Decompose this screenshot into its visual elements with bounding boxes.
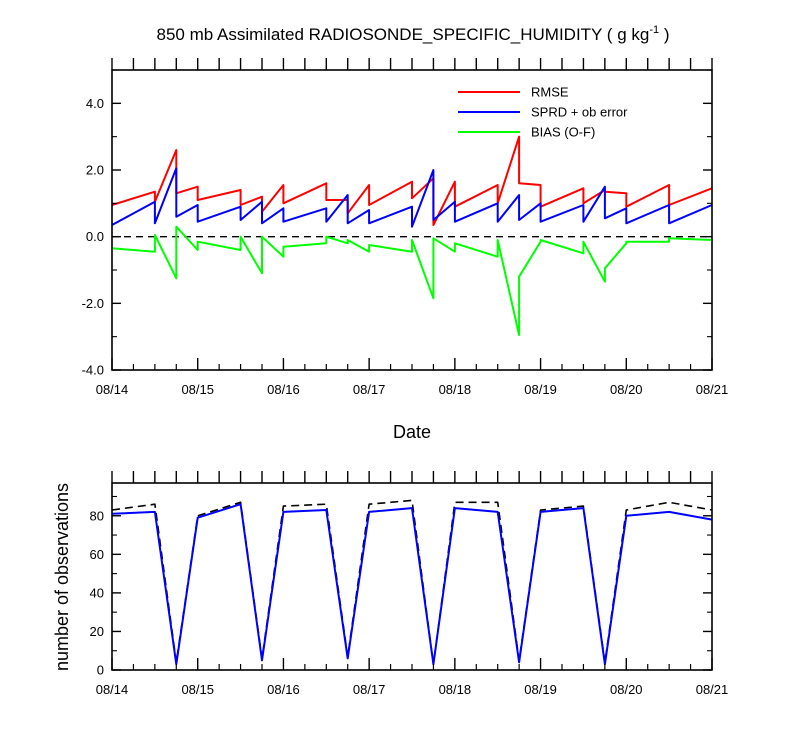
- top-y-tick-label: -4.0: [82, 363, 104, 378]
- legend-label: BIAS (O-F): [531, 125, 595, 140]
- bottom-x-tick-label: 08/16: [267, 682, 300, 697]
- bottom-x-tick-label: 08/19: [524, 682, 557, 697]
- bottom-x-tick-label: 08/15: [181, 682, 214, 697]
- legend-label: RMSE: [531, 85, 569, 100]
- top-series-sprd-ob-error: [111, 167, 713, 228]
- bottom-y-tick-label: 40: [90, 585, 104, 600]
- top-y-tick-label: 2.0: [86, 163, 104, 178]
- chart-title-suffix: ): [659, 25, 669, 44]
- y-axis-title: number of observations: [52, 483, 72, 671]
- bottom-x-tick-label: 08/18: [439, 682, 472, 697]
- top-x-tick-label: 08/18: [439, 382, 472, 397]
- top-x-tick-label: 08/14: [96, 382, 129, 397]
- bottom-y-tick-label: 20: [90, 624, 104, 639]
- top-y-tick-label: 4.0: [86, 96, 104, 111]
- bottom-x-tick-label: 08/20: [610, 682, 643, 697]
- top-y-tick-label: -2.0: [82, 296, 104, 311]
- top-x-tick-label: 08/16: [267, 382, 300, 397]
- bottom-y-tick-label: 80: [90, 508, 104, 523]
- top-x-tick-label: 08/20: [610, 382, 643, 397]
- top-series-bias-o-f: [111, 225, 713, 336]
- bottom-series-possible: [111, 499, 713, 666]
- bottom-y-tick-label: 0: [97, 663, 104, 678]
- bottom-x-tick-label: 08/21: [696, 682, 729, 697]
- top-x-tick-label: 08/15: [181, 382, 214, 397]
- top-x-tick-label: 08/17: [353, 382, 386, 397]
- bottom-x-tick-label: 08/17: [353, 682, 386, 697]
- top-series-rmse: [111, 135, 713, 226]
- top-chart: 850 mb Assimilated RADIOSONDE_SPECIFIC_H…: [82, 24, 729, 442]
- chart-title: 850 mb Assimilated RADIOSONDE_SPECIFIC_H…: [157, 24, 670, 44]
- chart-title-superscript: -1: [649, 24, 659, 36]
- top-x-tick-label: 08/19: [524, 382, 557, 397]
- top-x-tick-label: 08/21: [696, 382, 729, 397]
- bottom-series-used: [111, 503, 713, 666]
- bottom-y-tick-label: 60: [90, 547, 104, 562]
- bottom-chart: 08/14 08/15 08/16 08/17 08/18 08/19 08/20 08/21…: [52, 471, 728, 697]
- x-axis-title: Date: [393, 422, 431, 442]
- legend: RMSE SPRD + ob error BIAS (O-F): [458, 85, 628, 140]
- legend-label: SPRD + ob error: [531, 105, 628, 120]
- bottom-x-tick-label: 08/14: [96, 682, 129, 697]
- chart-title-text: 850 mb Assimilated RADIOSONDE_SPECIFIC_H…: [157, 25, 650, 44]
- top-y-tick-label: 0.0: [86, 229, 104, 244]
